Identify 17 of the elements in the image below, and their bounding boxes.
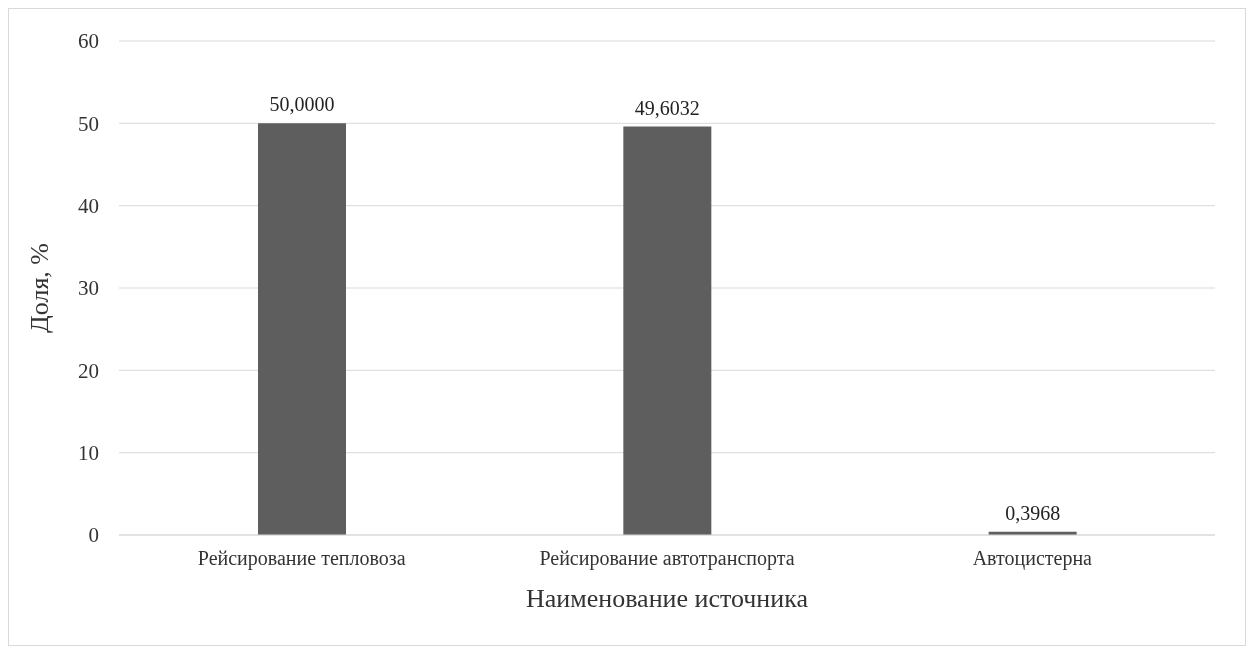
x-tick-label: Автоцистерна [972,547,1093,571]
y-tick-label: 20 [78,358,99,383]
y-tick-label: 40 [78,194,99,219]
y-axis-title: Доля, % [25,243,55,333]
x-tick-label: Рейсирование автотранспорта [539,547,795,571]
data-label: 50,0000 [269,93,335,116]
y-tick-label: 0 [88,523,99,548]
y-tick-label: 10 [78,441,99,466]
y-tick-label: 60 [78,29,99,54]
x-axis-title: Наименование источника [526,584,809,613]
bar [258,123,346,535]
data-label: 0,3968 [1005,501,1061,524]
y-tick-label: 30 [78,276,99,301]
x-tick-label: Рейсирование тепловоза [197,547,406,571]
bar [623,126,712,535]
y-tick-label: 50 [78,111,99,136]
data-label: 49,6032 [634,96,700,119]
